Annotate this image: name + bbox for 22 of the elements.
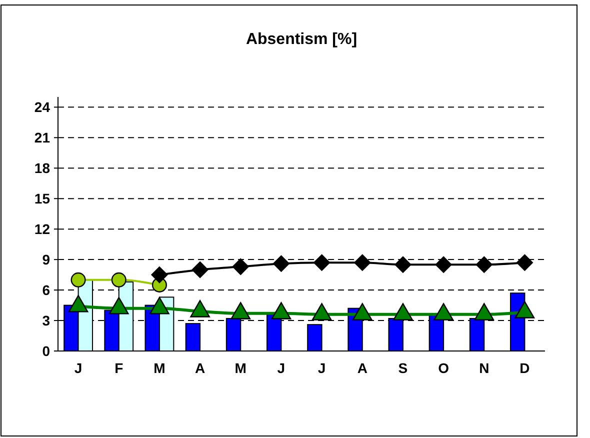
x-tick-label: J xyxy=(277,360,286,376)
x-tick-label: J xyxy=(74,360,82,376)
y-tick-label: 12 xyxy=(34,220,50,237)
x-tick-label: F xyxy=(114,360,124,376)
y-tick-label: 18 xyxy=(34,160,50,176)
y-tick-label: 21 xyxy=(34,130,50,146)
y-tick-label: 0 xyxy=(42,342,50,359)
x-tick-label: M xyxy=(154,360,166,376)
y-tick-label: 24 xyxy=(34,99,50,116)
y-tick-label: 3 xyxy=(42,312,50,328)
y-tick-label: 6 xyxy=(42,282,50,298)
x-tick-label: N xyxy=(479,360,490,376)
x-tick-label: A xyxy=(357,360,368,376)
x-tick-label: M xyxy=(234,360,246,376)
x-tick-label: A xyxy=(194,360,206,376)
x-tick-label: S xyxy=(398,360,408,376)
y-tick-label: 15 xyxy=(34,190,50,206)
x-tick-label: O xyxy=(438,360,450,376)
x-tick-label: J xyxy=(318,360,326,376)
y-tick-label: 9 xyxy=(42,251,50,268)
x-tick-label: D xyxy=(520,360,530,376)
chart-title: Absentism [%] xyxy=(246,31,358,48)
